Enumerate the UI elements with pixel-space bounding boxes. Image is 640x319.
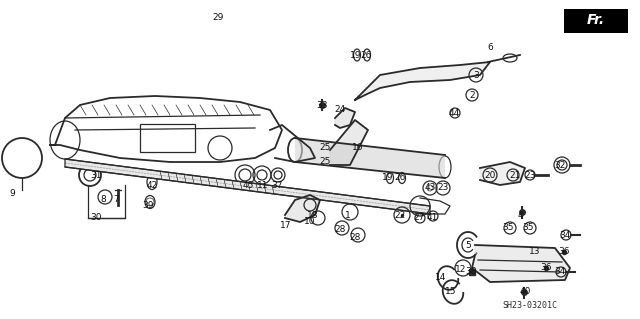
Text: 9: 9 [9, 189, 15, 197]
Bar [140, 124, 195, 152]
Text: 28: 28 [349, 234, 361, 242]
Text: 42: 42 [147, 181, 157, 189]
Text: 40: 40 [519, 287, 531, 296]
Text: 14: 14 [435, 273, 447, 283]
Text: 12: 12 [455, 265, 467, 275]
Text: 41: 41 [426, 213, 438, 222]
Text: 34: 34 [554, 268, 566, 277]
Text: 32: 32 [554, 160, 566, 169]
Text: 10: 10 [304, 218, 316, 226]
Text: 26: 26 [360, 50, 372, 60]
Text: 44: 44 [449, 108, 460, 117]
Text: 34: 34 [559, 231, 571, 240]
Text: 45: 45 [243, 181, 253, 189]
Text: 29: 29 [212, 13, 224, 23]
Text: 31: 31 [90, 170, 102, 180]
Text: 21: 21 [509, 170, 521, 180]
Polygon shape [335, 108, 355, 128]
Text: 22: 22 [394, 211, 406, 219]
Text: 23: 23 [524, 170, 536, 180]
Text: 25: 25 [319, 144, 331, 152]
Text: 19: 19 [382, 174, 394, 182]
Polygon shape [472, 245, 570, 282]
Text: 11: 11 [257, 181, 269, 189]
Text: 13: 13 [529, 248, 541, 256]
Polygon shape [285, 195, 320, 222]
Text: 8: 8 [100, 196, 106, 204]
Text: 17: 17 [280, 220, 292, 229]
Text: 6: 6 [487, 43, 493, 53]
Text: 36: 36 [540, 263, 552, 272]
Text: 19: 19 [350, 50, 362, 60]
Text: 35: 35 [522, 224, 534, 233]
Text: 33: 33 [316, 100, 328, 109]
Text: SH23-03201C: SH23-03201C [502, 301, 557, 310]
Text: 36: 36 [558, 248, 570, 256]
Text: 18: 18 [307, 211, 319, 219]
FancyBboxPatch shape [564, 9, 628, 33]
Text: 24: 24 [334, 106, 346, 115]
Text: 23: 23 [437, 183, 449, 192]
Text: 37: 37 [271, 181, 283, 189]
Text: 38: 38 [465, 268, 477, 277]
Polygon shape [295, 138, 445, 178]
Text: 27: 27 [413, 213, 425, 222]
Text: 26: 26 [394, 174, 406, 182]
Text: 30: 30 [90, 213, 102, 222]
Polygon shape [355, 62, 490, 100]
Text: 28: 28 [334, 226, 346, 234]
Text: 39: 39 [142, 201, 154, 210]
Text: 7: 7 [113, 196, 119, 204]
Polygon shape [480, 162, 525, 185]
Polygon shape [65, 159, 430, 214]
Text: 35: 35 [502, 224, 514, 233]
Text: Fr.: Fr. [587, 13, 605, 27]
Text: 25: 25 [319, 158, 331, 167]
Text: 2: 2 [469, 91, 475, 100]
Text: 15: 15 [445, 287, 457, 296]
Text: 43: 43 [424, 183, 436, 192]
Text: 5: 5 [465, 241, 471, 249]
Text: 3: 3 [473, 70, 479, 79]
Text: 20: 20 [484, 170, 496, 180]
Text: 1: 1 [345, 211, 351, 219]
Text: 16: 16 [352, 144, 364, 152]
Text: 4: 4 [517, 211, 523, 219]
Polygon shape [330, 120, 368, 165]
